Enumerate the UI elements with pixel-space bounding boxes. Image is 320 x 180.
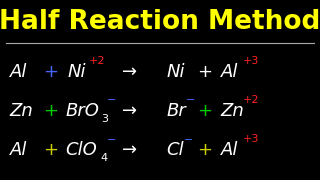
Text: −: − bbox=[107, 134, 116, 145]
Text: +: + bbox=[197, 141, 212, 159]
Text: →: → bbox=[122, 141, 137, 159]
Text: Zn: Zn bbox=[221, 102, 244, 120]
Text: +: + bbox=[43, 141, 58, 159]
Text: Br: Br bbox=[166, 102, 186, 120]
Text: Cl: Cl bbox=[166, 141, 184, 159]
Text: Zn: Zn bbox=[10, 102, 33, 120]
Text: +: + bbox=[197, 63, 212, 81]
Text: +3: +3 bbox=[243, 56, 259, 66]
Text: 4: 4 bbox=[101, 153, 108, 163]
Text: Al: Al bbox=[221, 141, 238, 159]
Text: +: + bbox=[197, 102, 212, 120]
Text: →: → bbox=[122, 102, 137, 120]
Text: −: − bbox=[184, 134, 193, 145]
Text: Al: Al bbox=[10, 141, 27, 159]
Text: ClO: ClO bbox=[66, 141, 97, 159]
Text: +2: +2 bbox=[243, 95, 259, 105]
Text: Half Reaction Method: Half Reaction Method bbox=[0, 9, 320, 35]
Text: Al: Al bbox=[10, 63, 27, 81]
Text: Al: Al bbox=[221, 63, 238, 81]
Text: −: − bbox=[107, 95, 116, 105]
Text: BrO: BrO bbox=[66, 102, 100, 120]
Text: −: − bbox=[186, 95, 196, 105]
Text: 3: 3 bbox=[101, 114, 108, 124]
Text: +: + bbox=[43, 63, 58, 81]
Text: Ni: Ni bbox=[67, 63, 86, 81]
Text: +: + bbox=[43, 102, 58, 120]
Text: →: → bbox=[122, 63, 137, 81]
Text: Ni: Ni bbox=[166, 63, 185, 81]
Text: +2: +2 bbox=[89, 56, 106, 66]
Text: +3: +3 bbox=[243, 134, 259, 145]
